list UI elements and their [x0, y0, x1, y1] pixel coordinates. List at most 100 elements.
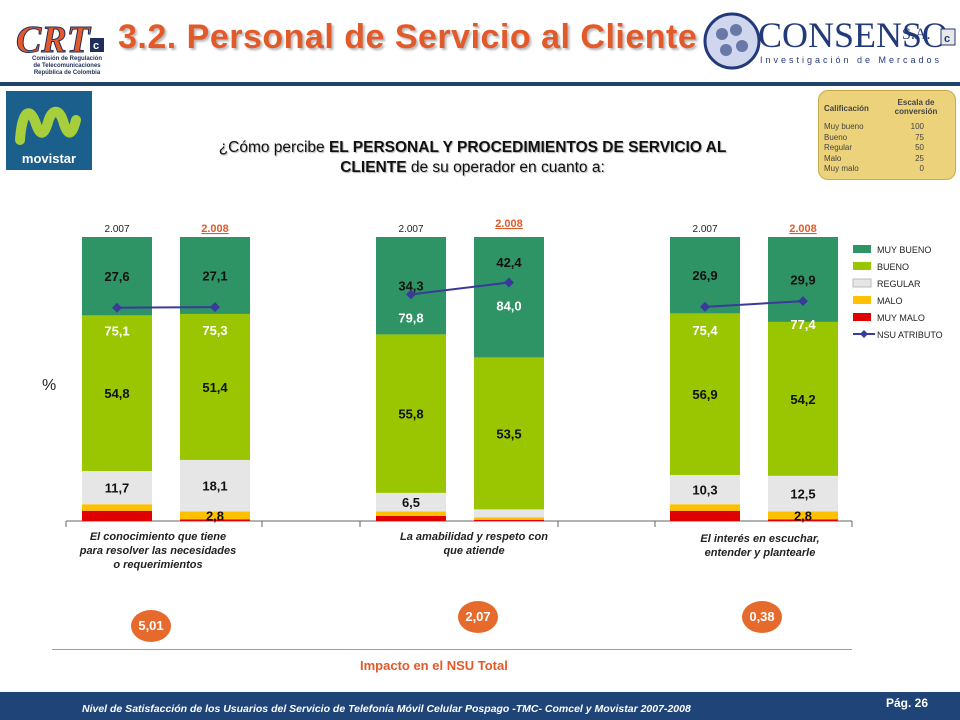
scale-row: Bueno 75 — [824, 132, 924, 142]
scale-col-calificacion: Calificación — [824, 104, 869, 113]
nsu-label: 77,4 — [790, 317, 816, 332]
year-label: 2.007 — [398, 224, 423, 235]
nsu-point — [798, 296, 808, 307]
bar-segment-bueno — [82, 315, 152, 472]
data-label: 53,5 — [496, 426, 521, 441]
bar-segment-muy-bueno — [670, 237, 740, 314]
legend-label: REGULAR — [877, 279, 921, 289]
bar-segment-bueno — [180, 313, 250, 460]
svg-text:c: c — [944, 33, 950, 45]
legend-label: MUY BUENO — [877, 245, 931, 255]
impact-value-2: 2,07 — [458, 601, 498, 633]
legend-swatch-malo — [853, 296, 871, 304]
bar-segment-malo — [670, 504, 740, 511]
year-label: 2.008 — [201, 223, 229, 235]
nsu-point — [210, 302, 220, 313]
data-label: 26,9 — [692, 268, 717, 283]
year-label: 2.008 — [495, 218, 523, 230]
footer-text: Nivel de Satisfacción de los Usuarios de… — [82, 703, 691, 715]
data-label: 55,8 — [398, 407, 423, 422]
year-label: 2.007 — [104, 224, 129, 235]
bar-segment-malo — [474, 517, 544, 520]
header-divider — [0, 82, 960, 86]
legend-swatch-muy-bueno — [853, 245, 871, 253]
bar-segment-bueno — [670, 313, 740, 475]
scale-col-escala: Escala de conversión — [894, 98, 938, 116]
movistar-m-icon — [15, 106, 81, 145]
legend-label: NSU ATRIBUTO — [877, 330, 943, 340]
data-label: 42,4 — [496, 255, 522, 270]
bar-segment-muy-malo — [474, 519, 544, 521]
data-label: 18,1 — [202, 479, 227, 494]
scale-rows: Muy bueno 100 Bueno 75 Regular 50 Malo 25 Mu… — [824, 122, 944, 175]
scale-row: Malo 25 — [824, 153, 924, 163]
data-label: 56,9 — [692, 387, 717, 402]
page-title: 3.2. Personal de Servicio al Cliente — [118, 18, 698, 56]
consenso-suffix: S.A. — [902, 26, 931, 43]
data-label: 27,1 — [202, 268, 227, 283]
bar-segment-muy-malo — [670, 510, 740, 521]
bar-segment-bueno — [768, 321, 838, 476]
bar-segment-muy-bueno — [82, 237, 152, 316]
nsu-line — [116, 306, 216, 309]
legend-label: MUY MALO — [877, 313, 925, 323]
survey-question: ¿Cómo percibe EL PERSONAL Y PROCEDIMIENT… — [218, 139, 727, 176]
impact-divider — [52, 649, 852, 650]
consenso-name: CONSENSO — [758, 15, 949, 55]
bar-segment-muy-bueno — [474, 237, 544, 358]
svg-text:c: c — [93, 40, 99, 52]
nsu-label: 79,8 — [398, 310, 423, 325]
scale-row: Regular 50 — [824, 143, 924, 152]
stacked-bar-chart: % 11,7 54,8 27,6 2.007 2,8 18,1 51,4 27,1 2.008 75… — [42, 218, 943, 527]
group-label-conocimiento: El conocimiento que tiene para resolver … — [79, 531, 237, 571]
legend-swatch-regular — [852, 278, 872, 288]
bar-segment-malo — [180, 511, 250, 520]
bar-segment-muy-bueno — [180, 237, 250, 314]
crt-subtitle: Comisión de Regulación de Telecomunicaci… — [31, 56, 102, 76]
data-label: 29,9 — [790, 272, 815, 287]
data-label: 54,2 — [790, 392, 815, 407]
bar-segment-malo — [376, 511, 446, 516]
bar-segment-regular — [376, 492, 446, 512]
impact-label: Impacto en el NSU Total — [360, 658, 508, 673]
svg-text:CRT: CRT — [16, 19, 92, 61]
legend-swatch-muy-malo — [853, 313, 871, 321]
nsu-point — [504, 277, 514, 288]
scale-row: Muy bueno 100 — [824, 122, 924, 131]
data-label: 6,5 — [402, 495, 420, 510]
nsu-label: 84,0 — [496, 298, 521, 313]
year-label: 2.008 — [789, 223, 817, 235]
data-label: 12,5 — [790, 487, 815, 502]
nsu-point — [700, 301, 710, 312]
bar-segment-muy-bueno — [376, 237, 446, 335]
bar-segment-regular — [82, 471, 152, 505]
footer-bar — [0, 692, 960, 720]
y-axis-label: % — [42, 377, 56, 394]
data-label: 11,7 — [105, 481, 130, 496]
nsu-label: 75,4 — [692, 323, 718, 338]
nsu-label: 75,3 — [202, 323, 227, 338]
group-label-amabilidad: La amabilidad y respeto con que atiende — [400, 531, 548, 557]
crt-small-icon: c — [940, 28, 956, 46]
data-label: 10,3 — [692, 483, 717, 498]
data-label: 54,8 — [104, 386, 129, 401]
data-label: 27,6 — [104, 269, 129, 284]
legend-marker-nsu — [860, 330, 868, 338]
bar-segment-muy-bueno — [768, 237, 838, 322]
legend-label: MALO — [877, 296, 903, 306]
legend-label: BUENO — [877, 262, 909, 272]
bar-segment-muy-malo — [768, 519, 838, 521]
year-label: 2.007 — [692, 224, 717, 235]
nsu-point — [406, 289, 416, 300]
bar-segment-regular — [180, 459, 250, 512]
consenso-tagline: Investigación de Mercados — [760, 55, 943, 65]
nsu-line — [410, 281, 510, 296]
consenso-globe-icon — [703, 12, 761, 70]
data-label: 2,8 — [206, 508, 224, 523]
data-label: 2,8 — [794, 508, 812, 523]
bar-segment-muy-malo — [180, 519, 250, 521]
bar-segment-malo — [82, 504, 152, 511]
data-label: 51,4 — [202, 380, 228, 395]
bar-segment-regular — [670, 474, 740, 505]
nsu-label: 75,1 — [104, 324, 129, 339]
